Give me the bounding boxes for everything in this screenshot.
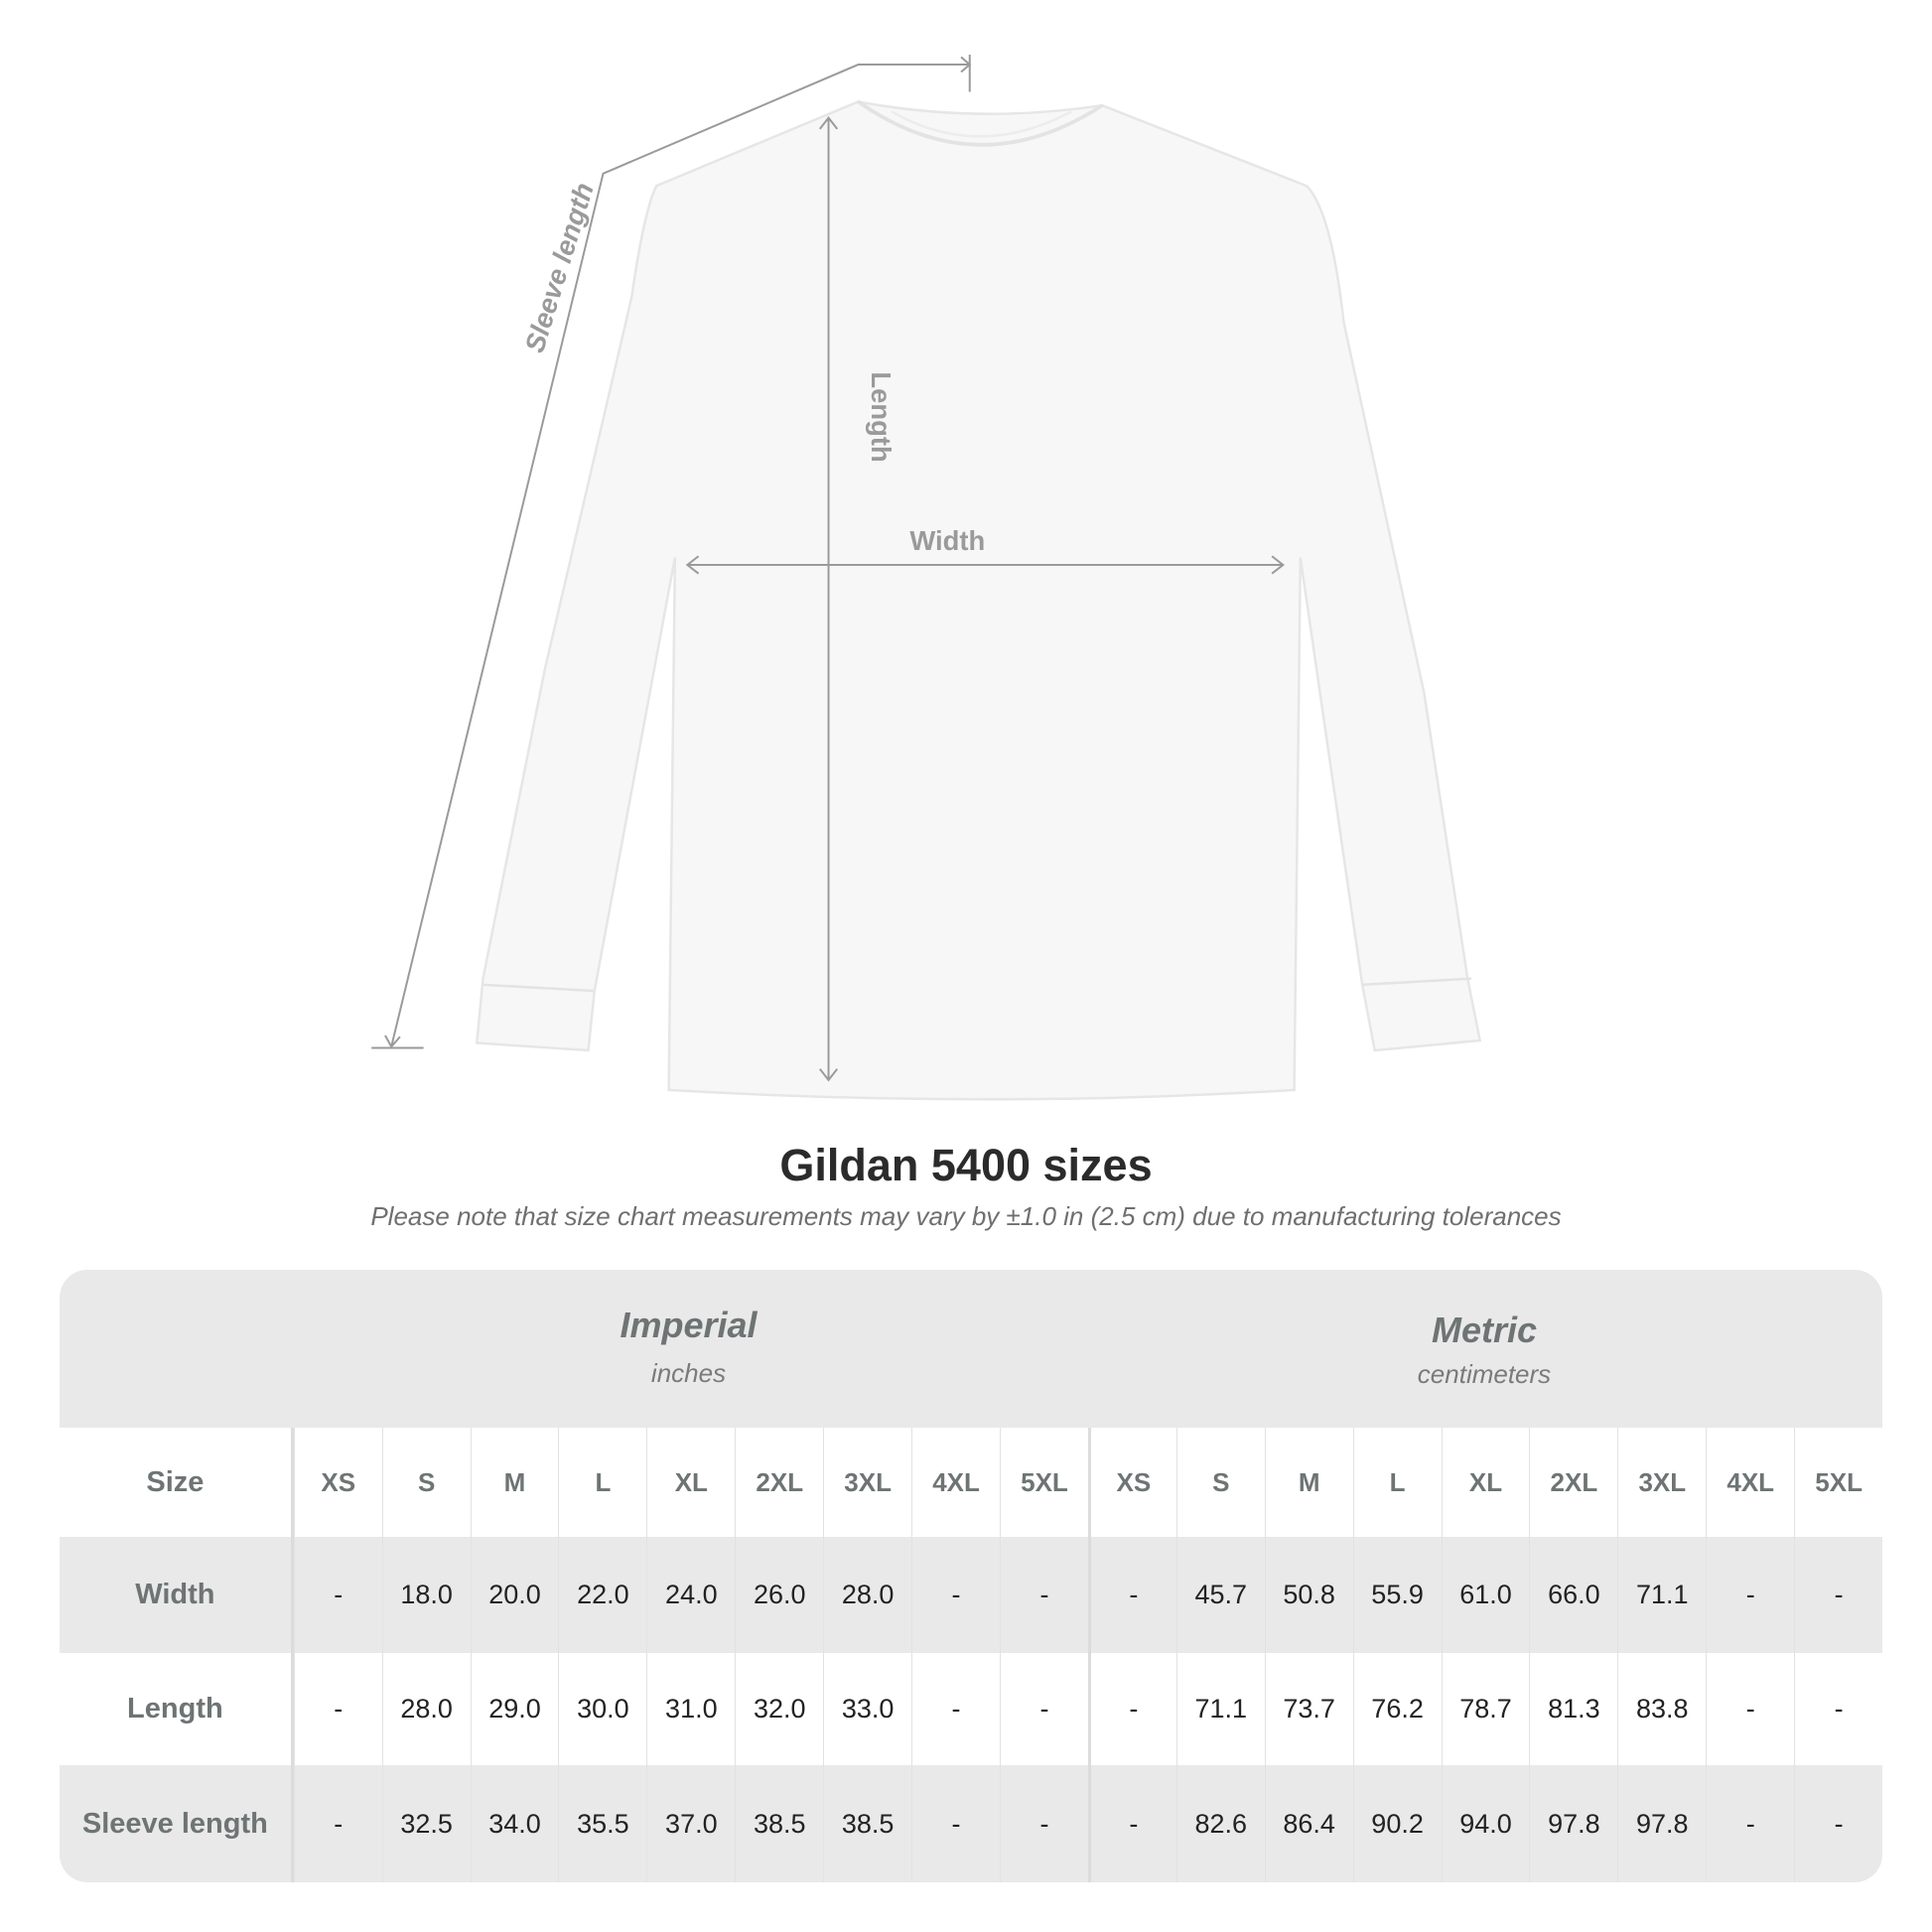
size-header-cell: 5XL — [1000, 1428, 1088, 1537]
value-cell: - — [293, 1765, 382, 1882]
metric-title: Metric — [1431, 1310, 1538, 1350]
length-label: Length — [866, 371, 897, 462]
value-cell: 38.5 — [735, 1765, 823, 1882]
value-cell: 66.0 — [1529, 1537, 1617, 1653]
size-header-cell: L — [1352, 1428, 1442, 1537]
value-cell: 37.0 — [646, 1765, 735, 1882]
value-cell: - — [911, 1653, 1000, 1765]
value-cell: 20.0 — [470, 1537, 559, 1653]
size-header-row: Size XS S M L XL 2XL 3XL 4XL 5XL XS S M L XL 2XL 3XL 4XL 5… — [60, 1428, 1882, 1537]
row-label: Width — [60, 1537, 294, 1653]
value-cell: 30.0 — [558, 1653, 646, 1765]
value-cell: 32.0 — [735, 1653, 823, 1765]
table-row-sleeve-length: Sleeve length -32.5 34.0 35.5 37.0 38.5 38.5- -… — [60, 1765, 1882, 1882]
size-header-cell: 2XL — [735, 1428, 823, 1537]
size-header-cell: 2XL — [1529, 1428, 1617, 1537]
shirt-diagram: Sleeve length Length Width — [371, 55, 1482, 1101]
imperial-unit: inches — [650, 1358, 727, 1388]
size-header-cell: 3XL — [823, 1428, 911, 1537]
value-cell: 45.7 — [1175, 1537, 1265, 1653]
value-cell: 78.7 — [1441, 1653, 1530, 1765]
value-cell: 83.8 — [1617, 1653, 1706, 1765]
value-cell: - — [1706, 1765, 1794, 1882]
width-label: Width — [909, 525, 985, 556]
size-header-cell: XS — [293, 1428, 382, 1537]
value-cell: 33.0 — [823, 1653, 911, 1765]
value-cell: - — [1000, 1653, 1088, 1765]
row-label: Size — [60, 1428, 294, 1537]
table-row-length: Length -28.0 29.0 30.0 31.0 32.0 33.0- - -71.1 73… — [60, 1653, 1882, 1765]
size-header-cell: M — [1264, 1428, 1353, 1537]
value-cell: - — [1794, 1653, 1882, 1765]
value-cell: 71.1 — [1175, 1653, 1265, 1765]
value-cell: 97.8 — [1529, 1765, 1617, 1882]
size-header-cell: L — [558, 1428, 646, 1537]
value-cell: - — [293, 1653, 382, 1765]
value-cell: 28.0 — [823, 1537, 911, 1653]
value-cell: - — [1087, 1765, 1176, 1882]
value-cell: 28.0 — [381, 1653, 471, 1765]
metric-header: Metric centimeters — [1086, 1270, 1882, 1428]
value-cell: 31.0 — [646, 1653, 735, 1765]
value-cell: 32.5 — [381, 1765, 471, 1882]
value-cell: 26.0 — [735, 1537, 823, 1653]
size-header-cell: XL — [1441, 1428, 1530, 1537]
value-cell: - — [1087, 1653, 1176, 1765]
long-sleeve-shirt-image — [475, 99, 1482, 1101]
value-cell: - — [1000, 1537, 1088, 1653]
value-cell: 50.8 — [1264, 1537, 1353, 1653]
value-cell: 76.2 — [1352, 1653, 1442, 1765]
value-cell: - — [293, 1537, 382, 1653]
imperial-header: Imperial inches — [291, 1270, 1086, 1428]
value-cell: - — [1794, 1765, 1882, 1882]
value-cell: 22.0 — [558, 1537, 646, 1653]
value-cell: - — [911, 1765, 1000, 1882]
value-cell: 82.6 — [1175, 1765, 1265, 1882]
value-cell: 55.9 — [1352, 1537, 1442, 1653]
row-label: Length — [60, 1653, 294, 1765]
size-header-cell: M — [470, 1428, 559, 1537]
value-cell: 61.0 — [1441, 1537, 1530, 1653]
value-cell: 34.0 — [470, 1765, 559, 1882]
metric-unit: centimeters — [1417, 1359, 1552, 1389]
tolerance-note: Please note that size chart measurements… — [370, 1201, 1562, 1231]
value-cell: - — [1000, 1765, 1088, 1882]
value-cell: 18.0 — [381, 1537, 471, 1653]
row-label: Sleeve length — [60, 1765, 294, 1882]
value-cell: - — [911, 1537, 1000, 1653]
size-header-cell: S — [1175, 1428, 1265, 1537]
size-header-cell: 4XL — [1706, 1428, 1794, 1537]
sleeve-length-label: Sleeve length — [518, 179, 599, 355]
value-cell: - — [1794, 1537, 1882, 1653]
value-cell: 38.5 — [823, 1765, 911, 1882]
sleeve-length-dimension-line — [390, 64, 970, 1047]
page-title: Gildan 5400 sizes — [779, 1140, 1153, 1190]
value-cell: - — [1706, 1653, 1794, 1765]
value-cell: 29.0 — [470, 1653, 559, 1765]
value-cell: - — [1706, 1537, 1794, 1653]
value-cell: 90.2 — [1352, 1765, 1442, 1882]
size-header-cell: 3XL — [1617, 1428, 1706, 1537]
table-row-width: Width -18.0 20.0 22.0 24.0 26.0 28.0- - -45.7 50.… — [60, 1537, 1882, 1653]
value-cell: 24.0 — [646, 1537, 735, 1653]
value-cell: 35.5 — [558, 1765, 646, 1882]
size-table: Imperial inches Metric centimeters Size X… — [60, 1270, 1882, 1882]
value-cell: 97.8 — [1617, 1765, 1706, 1882]
value-cell: 73.7 — [1264, 1653, 1353, 1765]
size-header-cell: XS — [1087, 1428, 1176, 1537]
value-cell: 94.0 — [1441, 1765, 1530, 1882]
value-cell: - — [1087, 1537, 1176, 1653]
size-header-cell: S — [381, 1428, 471, 1537]
size-header-cell: 5XL — [1794, 1428, 1882, 1537]
imperial-title: Imperial — [620, 1305, 758, 1345]
size-header-cell: 4XL — [911, 1428, 1000, 1537]
value-cell: 81.3 — [1529, 1653, 1617, 1765]
value-cell: 86.4 — [1264, 1765, 1353, 1882]
size-header-cell: XL — [646, 1428, 735, 1537]
value-cell: 71.1 — [1617, 1537, 1706, 1653]
